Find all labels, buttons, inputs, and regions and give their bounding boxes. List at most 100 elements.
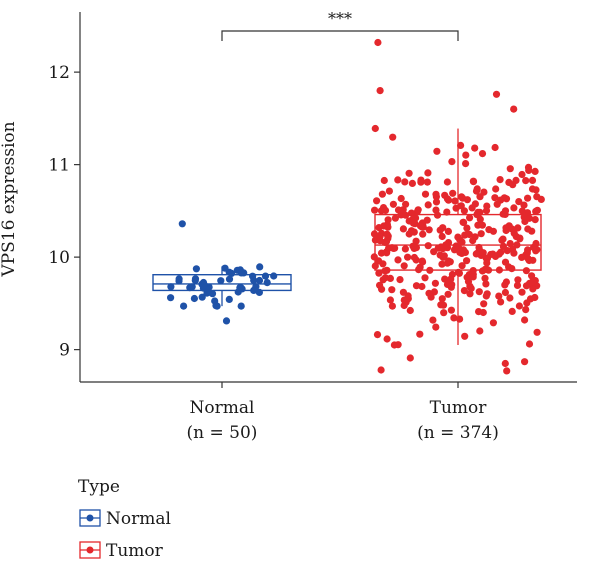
data-point: [441, 275, 449, 283]
data-point: [394, 256, 402, 264]
data-point: [497, 298, 505, 306]
data-point: [377, 366, 385, 374]
data-point: [522, 306, 530, 314]
data-point: [448, 158, 456, 166]
data-point: [483, 259, 491, 267]
data-point: [373, 197, 381, 205]
data-point: [480, 188, 488, 196]
data-point: [480, 300, 488, 308]
data-point: [431, 279, 439, 287]
data-point: [450, 314, 458, 322]
data-point: [225, 295, 233, 303]
data-point: [371, 124, 379, 133]
data-point: [522, 282, 531, 290]
data-point: [462, 160, 470, 168]
data-point: [263, 279, 271, 287]
data-point: [438, 295, 446, 303]
data-point: [492, 185, 500, 193]
data-point: [518, 207, 526, 215]
data-point: [467, 284, 475, 292]
data-point: [380, 176, 388, 185]
x-tick-n-normal: (n = 50): [187, 423, 258, 443]
legend: Type Normal Tumor: [78, 477, 171, 561]
data-point: [225, 275, 234, 283]
data-point: [377, 249, 386, 257]
data-point: [408, 179, 416, 187]
data-point: [532, 207, 540, 215]
data-point: [180, 302, 188, 310]
data-point: [237, 302, 245, 310]
data-point: [419, 230, 427, 238]
data-point: [400, 296, 408, 304]
data-point: [485, 226, 493, 234]
data-point: [522, 177, 530, 185]
data-point: [531, 167, 539, 175]
data-point: [221, 264, 229, 272]
data-point: [190, 294, 198, 303]
data-point: [383, 335, 391, 343]
data-point: [457, 202, 465, 210]
y-axis-label: VPS16 expression: [0, 121, 19, 277]
data-point: [482, 292, 490, 300]
data-point: [433, 147, 441, 155]
data-point: [252, 283, 260, 291]
data-point: [441, 191, 449, 199]
data-point: [429, 316, 437, 324]
data-point: [510, 204, 518, 212]
data-point: [489, 319, 497, 327]
data-point: [412, 282, 421, 290]
data-point: [423, 178, 431, 186]
data-point: [528, 272, 536, 280]
data-point: [524, 194, 532, 202]
data-point: [497, 248, 505, 256]
data-point: [436, 226, 444, 234]
data-point: [255, 276, 264, 285]
data-point: [394, 176, 402, 184]
data-point: [391, 214, 399, 222]
legend-key-normal: [79, 509, 101, 527]
data-point: [476, 327, 484, 335]
data-point: [524, 225, 532, 233]
data-point: [375, 269, 383, 277]
data-point: [432, 323, 440, 331]
data-point: [444, 196, 453, 204]
data-point: [503, 367, 511, 375]
data-point: [516, 234, 524, 242]
data-point: [478, 150, 487, 158]
data-point: [376, 281, 384, 289]
data-point: [508, 225, 516, 233]
data-point: [414, 206, 422, 214]
data-point: [513, 281, 522, 289]
data-point: [404, 253, 412, 261]
data-point: [455, 269, 463, 277]
data-point: [463, 257, 471, 265]
data-point: [380, 222, 388, 230]
data-point: [400, 262, 408, 270]
data-point: [443, 178, 451, 186]
data-point: [385, 187, 393, 195]
data-point: [410, 253, 418, 262]
legend-title: Type: [78, 477, 120, 497]
data-point: [533, 328, 541, 336]
data-point: [443, 280, 452, 288]
data-point: [501, 288, 509, 297]
data-point: [376, 237, 384, 245]
data-point: [456, 248, 464, 256]
data-point: [491, 143, 499, 152]
iqr-box: [374, 213, 542, 271]
data-point: [192, 265, 200, 273]
x-tick-label-normal: Normal: [190, 398, 255, 418]
data-point: [167, 283, 175, 291]
x-tick-n-tumor: (n = 374): [417, 423, 499, 443]
data-point: [464, 278, 473, 286]
data-point: [506, 294, 514, 302]
data-point: [501, 281, 509, 289]
data-point: [491, 194, 499, 202]
data-point: [451, 197, 459, 205]
data-point: [475, 308, 483, 316]
data-point: [523, 249, 531, 257]
data-point: [492, 90, 501, 98]
data-point: [501, 359, 509, 368]
data-point: [432, 190, 440, 198]
data-point: [370, 253, 378, 261]
